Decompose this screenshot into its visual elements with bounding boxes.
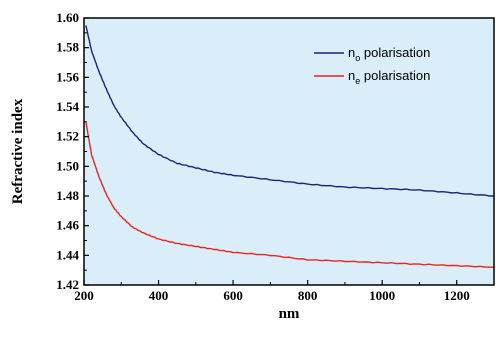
legend-label-ne-suffix: polarisation [360,68,430,83]
x-axis-title: nm [279,306,300,322]
plot-area [84,18,494,285]
x-tick-label-0: 200 [74,288,94,303]
y-tick-label-0: 1.42 [56,277,79,292]
x-tick-label-5: 1200 [444,288,470,303]
y-tick-label-5: 1.52 [56,129,79,144]
y-tick-label-8: 1.58 [56,40,79,55]
legend-label-no-subscript: o [355,53,360,63]
legend-label-ne-name: n [348,68,355,83]
series-layer [85,25,494,268]
series-line-0 [85,25,494,197]
x-tick-label-4: 1000 [369,288,395,303]
y-tick-label-4: 1.50 [56,158,79,173]
legend: no polarisation ne polarisation [314,45,430,86]
legend-label-no-suffix: polarisation [360,45,430,60]
x-tick-label-1: 400 [149,288,169,303]
y-tick-label-1: 1.44 [56,247,79,262]
y-tick-label-7: 1.56 [56,69,79,84]
y-tick-label-6: 1.54 [56,99,79,114]
legend-label-no-name: n [348,45,355,60]
y-tick-label-9: 1.60 [56,10,79,25]
y-axis-title: Refractive index [10,98,26,204]
legend-label-ne-subscript: e [355,76,360,86]
legend-label-no: no polarisation [348,45,430,63]
x-tick-label-2: 600 [223,288,243,303]
y-tick-label-3: 1.48 [56,188,79,203]
ticks-layer: 200 400 600 800 1000 1200 1.42 1.44 1.46 1.48 1.50… [56,10,495,303]
series-line-1 [85,122,494,268]
legend-label-ne: ne polarisation [348,68,430,86]
y-tick-label-2: 1.46 [56,218,79,233]
x-tick-label-3: 800 [298,288,318,303]
